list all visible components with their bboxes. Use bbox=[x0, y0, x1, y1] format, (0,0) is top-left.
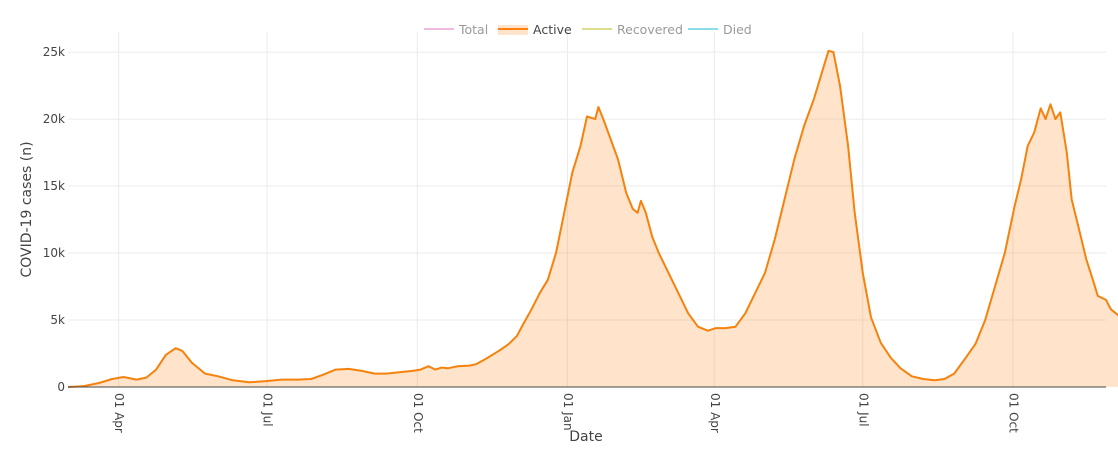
chart-series-layer bbox=[67, 49, 1118, 388]
series-line-active bbox=[67, 49, 1118, 388]
legend-item-active: Active bbox=[498, 22, 572, 37]
x-tick-label: 01 Oct bbox=[411, 393, 425, 433]
x-tick-label: 01 Apr bbox=[708, 393, 722, 433]
y-axis: 0 5k 10k 15k 20k 25k bbox=[43, 45, 65, 394]
y-tick-label: 0 bbox=[57, 380, 65, 394]
legend-item-total: Total bbox=[424, 22, 488, 37]
legend-label: Died bbox=[723, 22, 752, 37]
y-tick-label: 20k bbox=[43, 112, 65, 126]
x-tick-label: 01 Jul bbox=[856, 393, 870, 427]
legend-item-recovered: Recovered bbox=[582, 22, 683, 37]
y-axis-title: COVID-19 cases (n) bbox=[19, 141, 35, 277]
y-tick-label: 15k bbox=[43, 179, 65, 193]
legend-label: Recovered bbox=[617, 22, 683, 37]
y-tick-label: 10k bbox=[43, 246, 65, 260]
x-tick-label: 01 Jan bbox=[561, 393, 575, 431]
x-axis: 01 Apr 01 Jul 01 Oct 01 Jan 01 Apr 01 Jul 01 O… bbox=[68, 386, 1106, 433]
series-area-active bbox=[68, 50, 1118, 387]
x-axis-title: Date bbox=[569, 429, 602, 445]
chart-gridlines bbox=[68, 32, 1106, 387]
x-tick-label: 01 Apr bbox=[112, 393, 126, 433]
legend-label: Total bbox=[458, 22, 488, 37]
chart-legend: Total Active Recovered Died bbox=[424, 22, 752, 37]
legend-label: Active bbox=[533, 22, 572, 37]
legend-item-died: Died bbox=[688, 22, 752, 37]
y-tick-label: 5k bbox=[50, 313, 65, 327]
y-tick-label: 25k bbox=[43, 45, 65, 59]
x-tick-label: 01 Jul bbox=[261, 393, 275, 427]
x-tick-label: 01 Oct bbox=[1006, 393, 1020, 433]
